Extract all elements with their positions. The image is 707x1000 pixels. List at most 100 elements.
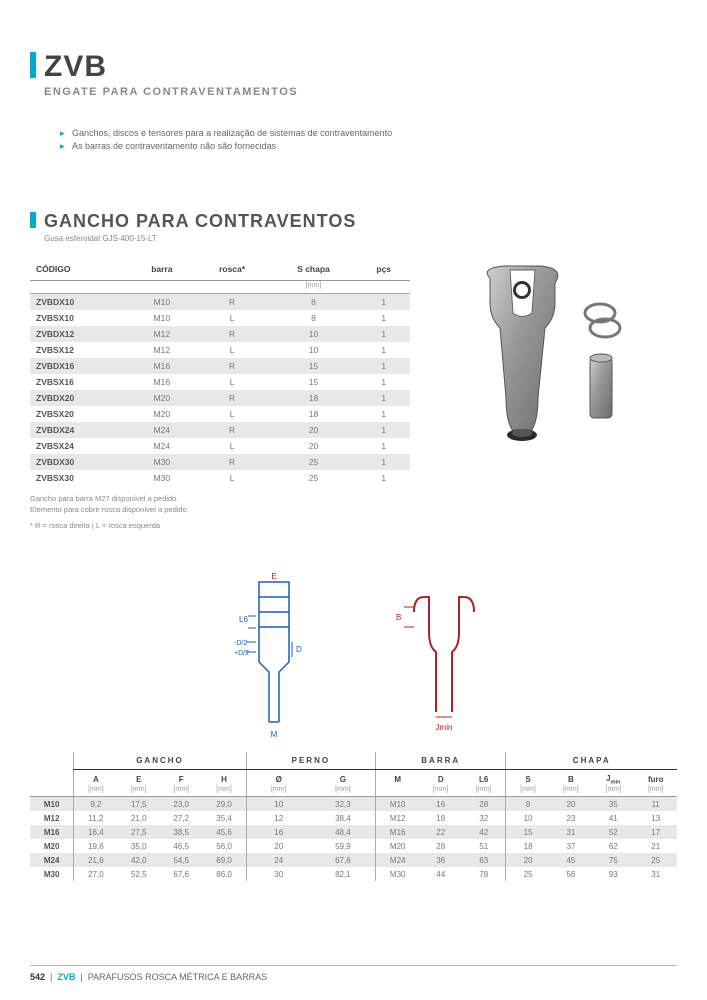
table-cell: 45,6 — [202, 825, 246, 839]
table-cell: 78 — [462, 867, 506, 881]
table-cell: M12 — [129, 342, 195, 358]
h-furo: furo — [634, 769, 677, 786]
table-cell: 35 — [592, 797, 634, 812]
table-cell: ZVBDX16 — [30, 358, 129, 374]
table-cell: 17,5 — [118, 797, 160, 812]
h-g: G — [311, 769, 376, 786]
diag-label-b: B — [396, 613, 401, 622]
note-line: Gancho para barra M27 disponível a pedid… — [30, 494, 178, 503]
h-b: B — [550, 769, 592, 786]
table-cell: 38,5 — [160, 825, 202, 839]
diag-label-d2n: -D/2 — [234, 640, 247, 647]
page-header: ZVB ENGATE PARA CONTRAVENTAMENTOS — [30, 50, 677, 98]
table-cell: ZVBDX30 — [30, 454, 129, 470]
accent-bar-icon — [30, 52, 36, 78]
table-cell: 32 — [462, 811, 506, 825]
table-row: M2421,642,054,569,02467,6M24366320457525 — [30, 853, 677, 867]
h-a: A — [74, 769, 118, 786]
table-cell: 27,5 — [118, 825, 160, 839]
table-cell: M20 — [30, 839, 74, 853]
h-h: H — [202, 769, 246, 786]
product-photo — [450, 258, 650, 458]
table-cell: M24 — [129, 438, 195, 454]
col-codigo: CÓDIGO — [30, 258, 129, 281]
table-cell: L — [195, 374, 270, 390]
table-cell: 11,2 — [74, 811, 118, 825]
table-cell: 54,5 — [160, 853, 202, 867]
table-cell: 36 — [419, 853, 462, 867]
table-cell: 22 — [419, 825, 462, 839]
table-cell: 10 — [506, 811, 550, 825]
table-cell: 16 — [419, 797, 462, 812]
table-cell: 18 — [506, 839, 550, 853]
table-cell: 37 — [550, 839, 592, 853]
table-cell: M16 — [129, 374, 195, 390]
table-cell: M10 — [129, 310, 195, 326]
table-cell: 21 — [634, 839, 677, 853]
table-cell: 56 — [550, 867, 592, 881]
table-cell: 45 — [550, 853, 592, 867]
table-cell: 19,6 — [74, 839, 118, 853]
table-cell: 13 — [634, 811, 677, 825]
table-row: M1616,427,538,545,61648,4M16224215315217 — [30, 825, 677, 839]
section-title-text: GANCHO PARA CONTRAVENTOS — [44, 211, 356, 231]
table-cell: M24 — [376, 853, 420, 867]
table-cell: R — [195, 294, 270, 311]
table-row: M1211,221,027,235,41238,4M12183210234113 — [30, 811, 677, 825]
table-cell: ZVBDX24 — [30, 422, 129, 438]
table-row: ZVBDX10M10R81 — [30, 294, 410, 311]
table-cell: 75 — [592, 853, 634, 867]
table-cell: M10 — [376, 797, 420, 812]
grp-gancho: GANCHO — [74, 752, 246, 770]
table-cell: L — [195, 310, 270, 326]
table-cell: 27,0 — [74, 867, 118, 881]
table-cell: M16 — [376, 825, 420, 839]
col-schapa: S chapa — [270, 258, 358, 281]
table-notes: Gancho para barra M27 disponível a pedid… — [30, 494, 410, 515]
grp-perno: PERNO — [246, 752, 375, 770]
table-cell: M20 — [376, 839, 420, 853]
subtitle: ENGATE PARA CONTRAVENTAMENTOS — [44, 86, 677, 98]
table-row: ZVBSX24M24L201 — [30, 438, 410, 454]
table-cell: 38,4 — [311, 811, 376, 825]
table-cell: 10 — [246, 797, 311, 812]
table-cell: R — [195, 454, 270, 470]
table-cell: M16 — [30, 825, 74, 839]
table-cell: 24 — [246, 853, 311, 867]
table-cell: 35,4 — [202, 811, 246, 825]
table-cell: 10 — [270, 342, 358, 358]
table-cell: M30 — [129, 454, 195, 470]
table-cell: 15 — [270, 374, 358, 390]
table-cell: M10 — [129, 294, 195, 311]
col-barra: barra — [129, 258, 195, 281]
table-row: ZVBSX10M10L81 — [30, 310, 410, 326]
table-cell: 1 — [357, 294, 410, 311]
table-cell: 20 — [506, 853, 550, 867]
table-cell: M30 — [376, 867, 420, 881]
table-cell: 12 — [246, 811, 311, 825]
table-cell: 93 — [592, 867, 634, 881]
table-cell: R — [195, 326, 270, 342]
table-cell: ZVBSX16 — [30, 374, 129, 390]
table-cell: ZVBSX24 — [30, 438, 129, 454]
table-cell: M20 — [129, 406, 195, 422]
table-cell: 1 — [357, 454, 410, 470]
table-cell: 1 — [357, 342, 410, 358]
table-cell: 11 — [634, 797, 677, 812]
table-cell: 46,5 — [160, 839, 202, 853]
table-cell: 9,2 — [74, 797, 118, 812]
table-row: ZVBDX24M24R201 — [30, 422, 410, 438]
table-cell: 21,6 — [74, 853, 118, 867]
table-cell: 67,6 — [311, 853, 376, 867]
table-cell: 1 — [357, 374, 410, 390]
table-cell: 32,3 — [311, 797, 376, 812]
table-cell: 18 — [270, 390, 358, 406]
table-cell: 18 — [270, 406, 358, 422]
table-cell: 15 — [506, 825, 550, 839]
h-e: E — [118, 769, 160, 786]
table-cell: 1 — [357, 358, 410, 374]
table-cell: 27,2 — [160, 811, 202, 825]
table-cell: 52 — [592, 825, 634, 839]
table-cell: ZVBSX10 — [30, 310, 129, 326]
h-l6: L6 — [462, 769, 506, 786]
